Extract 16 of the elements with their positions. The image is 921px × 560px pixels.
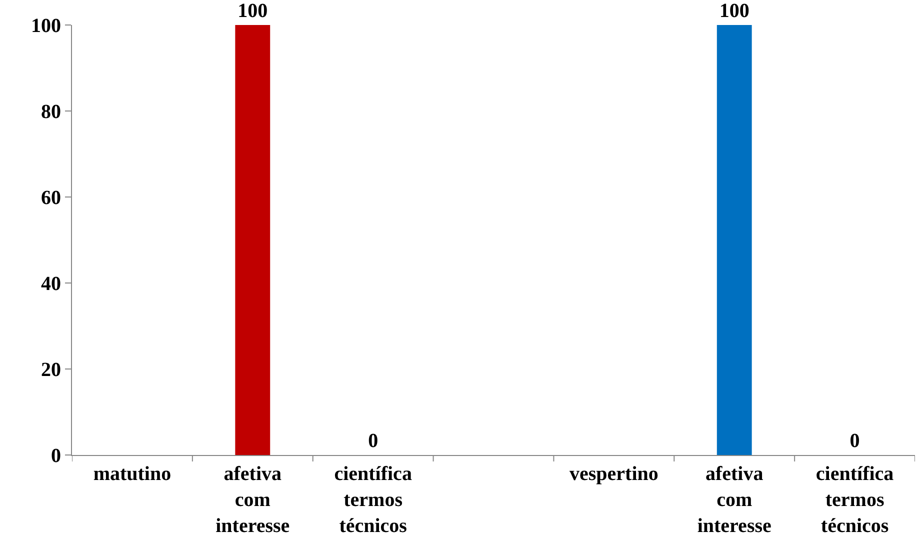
y-tick-label: 100: [31, 15, 61, 37]
y-tick-label: 20: [41, 359, 61, 381]
x-tick-label: afetiva com interesse: [216, 463, 290, 537]
data-label: 0: [850, 430, 860, 452]
y-tick-label: 0: [51, 445, 61, 467]
y-tick-label: 60: [41, 187, 61, 209]
x-tick-label: vespertino: [569, 463, 658, 485]
data-label: 0: [368, 430, 378, 452]
x-tick-label: científica termos técnicos: [816, 463, 894, 537]
y-tick-label: 80: [41, 101, 61, 123]
x-tick-label: matutino: [93, 463, 172, 485]
x-tick-label: afetiva com interesse: [697, 463, 772, 537]
data-label: 100: [719, 0, 750, 22]
y-tick-label: 40: [41, 273, 61, 295]
x-tick-label: científica termos técnicos: [334, 463, 412, 537]
data-label: 100: [238, 0, 268, 22]
